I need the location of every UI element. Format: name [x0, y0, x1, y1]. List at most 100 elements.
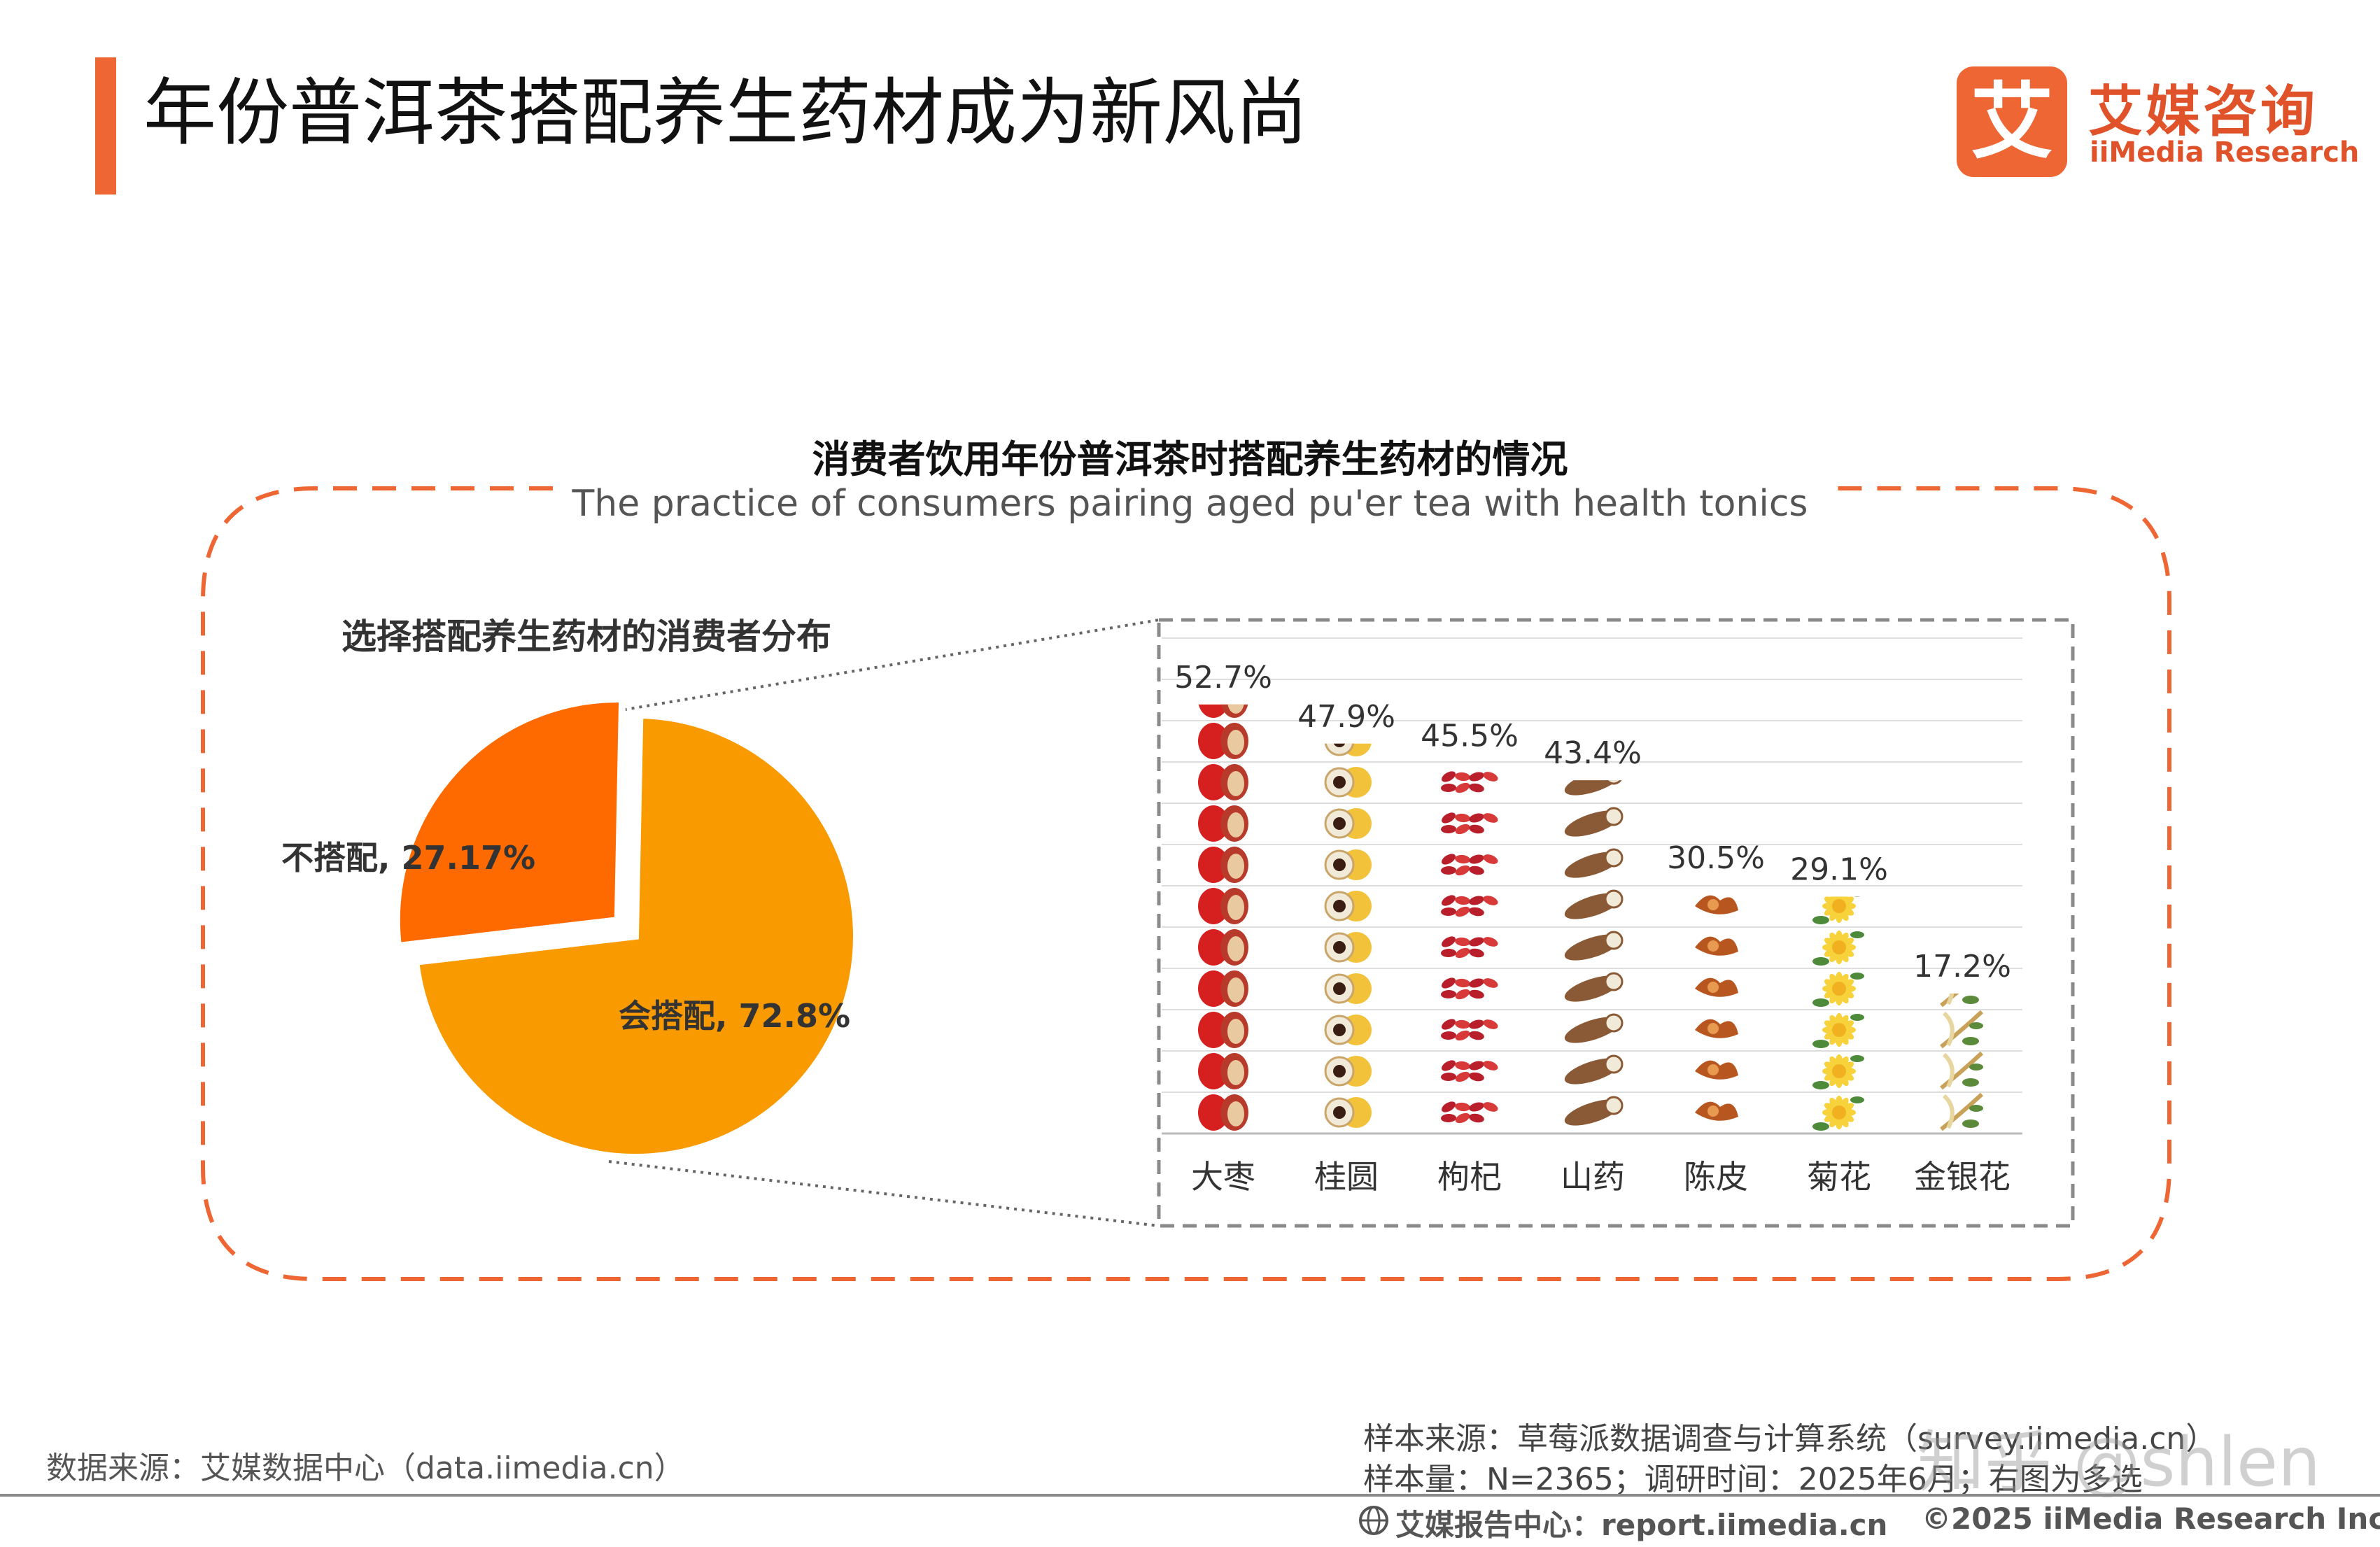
jujube-icon: [1198, 1053, 1248, 1089]
tangerine-peel-icon: [1695, 977, 1738, 997]
footer-divider: [0, 1494, 2380, 1497]
jujube-icon: [1198, 723, 1248, 759]
x-tick-label: 陈皮: [1684, 1158, 1748, 1196]
chart-title: 消费者饮用年份普洱茶时搭配养生药材的情况: [812, 437, 1568, 481]
tangerine-peel-icon: [1695, 895, 1738, 914]
pie-label-yes: 会搭配, 72.8%: [619, 997, 850, 1035]
bar-value-label: 52.7%: [1174, 660, 1272, 695]
sample-size: 样本量：N=2365；调研时间：2025年6月；右图为多选: [1363, 1462, 2143, 1497]
x-tick-label: 桂圆: [1314, 1158, 1379, 1196]
longan-icon: [1324, 1056, 1372, 1087]
bar-5: [1695, 895, 1738, 1121]
bar-value-label: 29.1%: [1790, 852, 1888, 887]
bar-6: [1812, 896, 1864, 1131]
honeysuckle-icon: [1940, 993, 1979, 1008]
jujube-icon: [1198, 888, 1248, 924]
bar-3: [1441, 771, 1498, 1124]
yam-icon: [1564, 889, 1624, 919]
jujube-icon: [1198, 764, 1248, 800]
goji-icon: [1441, 977, 1498, 1000]
goji-icon: [1441, 1101, 1498, 1124]
chrysanthemum-icon: [1812, 1013, 1864, 1048]
tangerine-peel-icon: [1695, 936, 1738, 956]
bar-value-label: 45.5%: [1421, 719, 1519, 754]
bar-2: [1324, 743, 1372, 1128]
goji-icon: [1441, 812, 1498, 835]
jujube-icon: [1198, 1012, 1248, 1048]
data-source: 数据来源：艾媒数据中心（data.iimedia.cn）: [46, 1450, 685, 1486]
pie-chart: 会搭配, 72.8% 不搭配, 27.17%: [281, 695, 860, 1161]
chart-subtitle: The practice of consumers pairing aged p…: [572, 483, 1808, 525]
longan-icon: [1324, 743, 1372, 756]
tangerine-peel-icon: [1695, 1019, 1738, 1038]
jujube-icon: [1198, 1094, 1248, 1131]
chrysanthemum-icon: [1812, 972, 1864, 1007]
copyright: ©2025 iiMedia Research Inc: [1922, 1502, 2380, 1536]
yam-icon: [1564, 780, 1622, 796]
chart-frame: [201, 486, 2171, 1281]
goji-icon: [1441, 895, 1498, 917]
goji-icon: [1441, 936, 1498, 959]
bar-7: [1940, 993, 1984, 1131]
goji-icon: [1441, 771, 1498, 793]
brand-logo: 艾 艾媒咨询 iiMedia Research: [1957, 66, 2359, 178]
bar-chart-box: [1157, 618, 2075, 1228]
honeysuckle-icon: [1940, 1010, 1984, 1049]
watermark: 知乎 @shlen: [1917, 1423, 2321, 1502]
jujube-icon: [1198, 704, 1248, 718]
title-accent-bar: [95, 57, 116, 195]
longan-icon: [1324, 973, 1372, 1004]
yam-icon: [1564, 807, 1624, 837]
bar-value-label: 47.9%: [1297, 699, 1395, 735]
brand-name-en: iiMedia Research: [2090, 136, 2360, 169]
x-tick-label: 大枣: [1191, 1158, 1255, 1196]
longan-icon: [1324, 808, 1372, 839]
globe-icon: [1359, 1506, 1388, 1535]
brand-mark-icon: 艾: [1957, 66, 2067, 177]
longan-icon: [1324, 849, 1372, 880]
chrysanthemum-icon: [1812, 896, 1861, 924]
goji-icon: [1441, 1060, 1498, 1082]
bar-1: [1198, 704, 1248, 1131]
x-tick-label: 山药: [1561, 1158, 1625, 1196]
bar-chart: 52.7% 大枣 47.9% 桂圆 45.5% 枸杞 43.4% 山药 30.5% 陈皮 29.1%…: [1162, 637, 2022, 1196]
x-tick-label: 菊花: [1807, 1158, 1871, 1196]
honeysuckle-icon: [1940, 1051, 1984, 1090]
yam-icon: [1564, 1096, 1624, 1126]
bar-value-label: 17.2%: [1913, 949, 2011, 984]
pie-slice-yes: [411, 711, 860, 1161]
page-title: 年份普洱茶搭配养生药材成为新风尚: [143, 70, 1309, 155]
longan-icon: [1324, 767, 1372, 798]
pie-label-no: 不搭配, 27.17%: [281, 839, 535, 877]
tangerine-peel-icon: [1695, 1101, 1738, 1121]
longan-icon: [1324, 932, 1372, 963]
chrysanthemum-icon: [1812, 1054, 1864, 1089]
connector-bottom: [608, 1160, 1160, 1227]
jujube-icon: [1198, 847, 1248, 883]
longan-icon: [1324, 1097, 1372, 1128]
jujube-icon: [1198, 929, 1248, 966]
yam-icon: [1564, 848, 1624, 878]
pie-slice-no: [393, 695, 626, 950]
jujube-icon: [1198, 970, 1248, 1007]
x-tick-label: 枸杞: [1437, 1158, 1502, 1196]
pie-section-title: 选择搭配养生药材的消费者分布: [341, 616, 831, 657]
report-center-link[interactable]: 艾媒报告中心：report.iimedia.cn: [1395, 1508, 1888, 1542]
goji-icon: [1441, 1019, 1498, 1041]
tangerine-peel-icon: [1695, 1060, 1738, 1080]
yam-icon: [1564, 972, 1624, 1002]
bar-4: [1564, 780, 1624, 1126]
yam-icon: [1564, 931, 1624, 961]
brand-name-cn: 艾媒咨询: [2088, 80, 2318, 143]
chrysanthemum-icon: [1812, 931, 1864, 966]
yam-icon: [1564, 1054, 1624, 1085]
connector-top: [608, 619, 1160, 714]
honeysuckle-icon: [1940, 1092, 1984, 1131]
longan-icon: [1324, 1015, 1372, 1045]
sample-source: 样本来源：草莓派数据调查与计算系统（survey.iimedia.cn）: [1363, 1421, 2217, 1457]
x-tick-label: 金银花: [1914, 1158, 2011, 1196]
chrysanthemum-icon: [1812, 1096, 1864, 1131]
longan-icon: [1324, 891, 1372, 921]
jujube-icon: [1198, 805, 1248, 842]
